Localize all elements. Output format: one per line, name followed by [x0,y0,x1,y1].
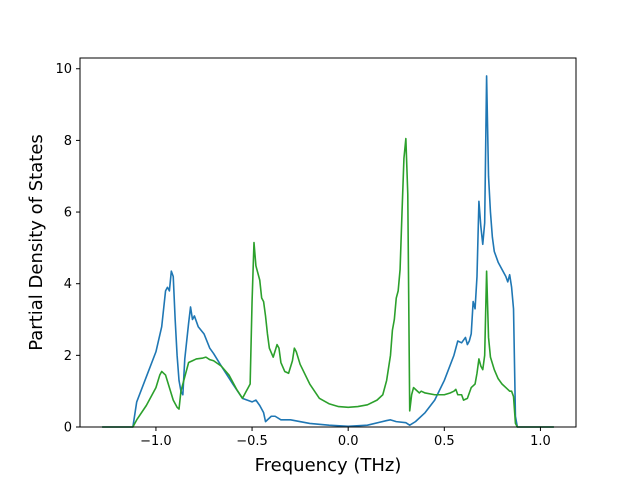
axes-frame [79,57,577,428]
plot-area [102,75,554,428]
x-tick-label: −1.0 [140,434,172,449]
x-tick-label: −0.5 [236,434,268,449]
y-tick-label: 10 [55,62,72,77]
x-tick-label: 1.0 [530,434,551,449]
x-axis-label: Frequency (THz) [255,455,402,476]
y-axis-label: Partial Density of States [26,134,47,351]
y-tick-label: 2 [64,349,72,364]
y-tick-label: 6 [64,206,72,221]
y-tick-label: 8 [64,134,72,149]
series-line-2 [102,137,554,428]
y-tick-label: 0 [64,421,72,436]
y-axis: 0 2 4 6 8 10 [55,62,80,436]
series-line-1 [102,75,554,428]
x-axis: −1.0 −0.5 0.0 0.5 1.0 [140,427,551,449]
x-tick-label: 0.5 [434,434,455,449]
x-tick-label: 0.0 [338,434,359,449]
y-tick-label: 4 [64,277,72,292]
